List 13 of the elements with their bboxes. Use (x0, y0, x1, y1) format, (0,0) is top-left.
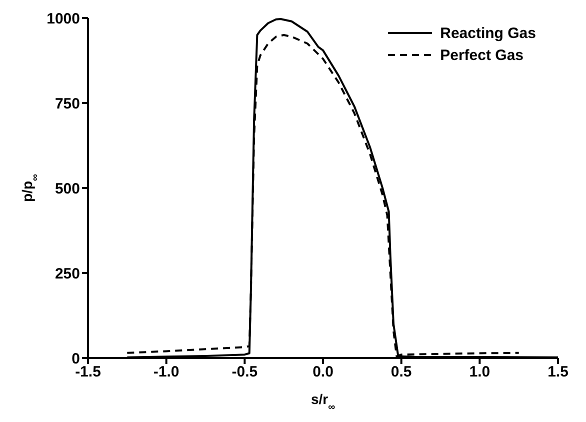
y-tick-label: 250 (54, 265, 80, 282)
legend-label: Perfect Gas (440, 46, 524, 64)
x-tick-label: -0.5 (232, 364, 258, 381)
x-tick-label: 1.5 (548, 364, 568, 381)
legend-label: Reacting Gas (440, 24, 536, 42)
x-tick-label: 1.0 (469, 364, 490, 381)
x-tick-label: 0.5 (390, 364, 412, 381)
y-tick-label: 1000 (46, 10, 80, 28)
y-tick-label: 750 (54, 95, 80, 112)
x-axis-title: s/r$_{∞}$ (310, 391, 336, 412)
x-tick-label: 0.0 (312, 364, 334, 381)
x-tick-label: -1.0 (153, 364, 180, 381)
y-tick-label: 500 (54, 180, 80, 198)
